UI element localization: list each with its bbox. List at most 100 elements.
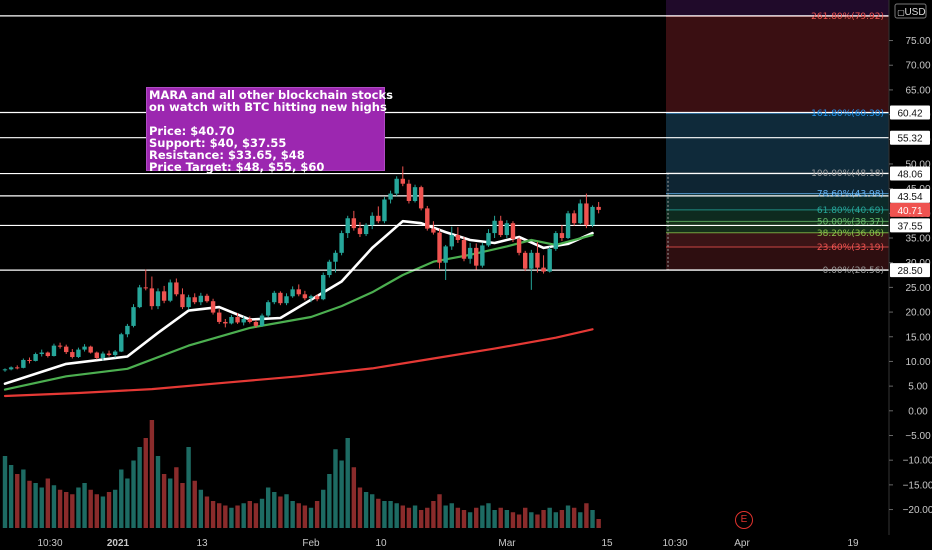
fib-level-label: 23.60%(33.19) bbox=[817, 243, 884, 253]
volume-bar bbox=[382, 501, 387, 528]
volume-bar bbox=[259, 498, 265, 528]
time-tick-label: Mar bbox=[498, 538, 516, 549]
time-tick-label: 15 bbox=[601, 538, 613, 549]
moving-averages bbox=[3, 219, 594, 398]
candle-body bbox=[33, 354, 38, 361]
trade-note-annotation[interactable]: MARA and all other blockchain stocks on … bbox=[146, 87, 393, 174]
price-axis[interactable]: 75.0070.0065.0060.0055.0050.0045.0040.00… bbox=[888, 0, 932, 535]
candle-body bbox=[584, 203, 589, 226]
candle-body bbox=[64, 346, 69, 353]
candle-body bbox=[370, 215, 375, 226]
price-tick-label: 25.00 bbox=[905, 283, 930, 294]
level-price-tag: 43.54 bbox=[897, 192, 922, 203]
fib-zone bbox=[666, 246, 889, 270]
candle-body bbox=[596, 206, 601, 210]
candle-body bbox=[296, 289, 301, 295]
candle-body bbox=[76, 349, 81, 357]
volume-bar bbox=[486, 503, 491, 528]
volume-bar bbox=[480, 505, 485, 528]
volume-bar bbox=[131, 460, 136, 528]
candle-body bbox=[161, 291, 167, 301]
volume-bar bbox=[578, 512, 583, 528]
volume-bar bbox=[553, 512, 558, 528]
volume-bar bbox=[180, 483, 185, 528]
volume-bar bbox=[137, 447, 142, 528]
fib-zone bbox=[666, 113, 889, 173]
candle-body bbox=[498, 220, 503, 236]
volume-bar bbox=[112, 489, 118, 528]
note-line: MARA and all other blockchain stocks bbox=[149, 88, 393, 102]
candle-body bbox=[529, 252, 534, 269]
fib-zone bbox=[666, 16, 889, 114]
candle-body bbox=[51, 345, 57, 357]
candle-body bbox=[492, 220, 497, 234]
volume-bar bbox=[363, 492, 369, 528]
candle-body bbox=[565, 213, 571, 239]
candle-body bbox=[100, 353, 106, 358]
volume-bar bbox=[461, 510, 467, 528]
candle-body bbox=[223, 321, 228, 324]
volume-bar bbox=[155, 456, 161, 528]
candle-body bbox=[247, 318, 252, 322]
volume-bar bbox=[314, 501, 320, 528]
candle-body bbox=[486, 233, 491, 246]
volume-bar bbox=[510, 512, 516, 528]
candle-body bbox=[363, 225, 369, 235]
volume-bar bbox=[149, 420, 155, 528]
currency-label: USD bbox=[904, 7, 925, 18]
fib-level-label: 78.60%(43.98) bbox=[817, 190, 884, 200]
volume-bar bbox=[590, 510, 595, 528]
candle-body bbox=[327, 261, 332, 276]
volume-bar bbox=[296, 503, 301, 528]
volume-bar bbox=[290, 501, 295, 528]
earnings-event-icon[interactable]: E bbox=[735, 511, 753, 529]
volume-bar bbox=[223, 505, 228, 528]
time-tick-label: 19 bbox=[847, 538, 859, 549]
candle-body bbox=[272, 292, 277, 303]
volume-bar bbox=[217, 503, 222, 528]
candle-body bbox=[559, 233, 565, 239]
volume-bar bbox=[8, 465, 14, 528]
volume-bar bbox=[161, 474, 167, 528]
candle-body bbox=[376, 215, 381, 222]
candle-body bbox=[198, 295, 204, 303]
volume-bar bbox=[425, 507, 430, 528]
volume-bar bbox=[523, 507, 528, 528]
candle-body bbox=[400, 178, 405, 184]
candle-body bbox=[302, 294, 308, 299]
level-price-tag-background bbox=[890, 218, 930, 233]
time-axis[interactable]: 10:30 2021 13 Feb 10 Mar 15 10:30 Apr 19 bbox=[0, 535, 889, 550]
volume-bar bbox=[492, 510, 497, 528]
level-price-tag-background bbox=[890, 188, 930, 203]
volume-bar bbox=[467, 512, 473, 528]
candle-body bbox=[504, 223, 510, 236]
volume-bar bbox=[327, 474, 332, 528]
volume-bar bbox=[241, 503, 246, 528]
candle-body bbox=[137, 287, 142, 308]
candle-body bbox=[259, 315, 265, 326]
candle-body bbox=[15, 367, 20, 369]
volume-bar bbox=[388, 501, 393, 528]
volume-bar bbox=[529, 512, 534, 528]
candle-body bbox=[425, 208, 430, 229]
candle-body bbox=[88, 346, 93, 353]
candle-body bbox=[155, 291, 161, 307]
moving-average-line bbox=[3, 219, 594, 385]
volume-bar bbox=[400, 505, 405, 528]
candle-body bbox=[235, 317, 240, 323]
volume-bar bbox=[345, 438, 350, 528]
level-price-tag-background bbox=[890, 105, 930, 120]
fib-zone bbox=[666, 221, 889, 233]
candle-body bbox=[571, 213, 577, 224]
candle-body bbox=[278, 292, 283, 304]
volume-bar bbox=[437, 494, 442, 528]
price-tick-label: 5.00 bbox=[908, 382, 928, 393]
candle-body bbox=[284, 296, 289, 304]
volume-bar bbox=[278, 496, 283, 528]
price-tick-label: 35.00 bbox=[905, 234, 930, 245]
time-tick-label: Feb bbox=[302, 538, 320, 549]
volume-bar bbox=[192, 480, 197, 528]
volume-bar bbox=[94, 494, 99, 528]
volume-bar bbox=[449, 503, 454, 528]
note-price-target: Price Target: $48, $55, $60 bbox=[149, 160, 325, 174]
